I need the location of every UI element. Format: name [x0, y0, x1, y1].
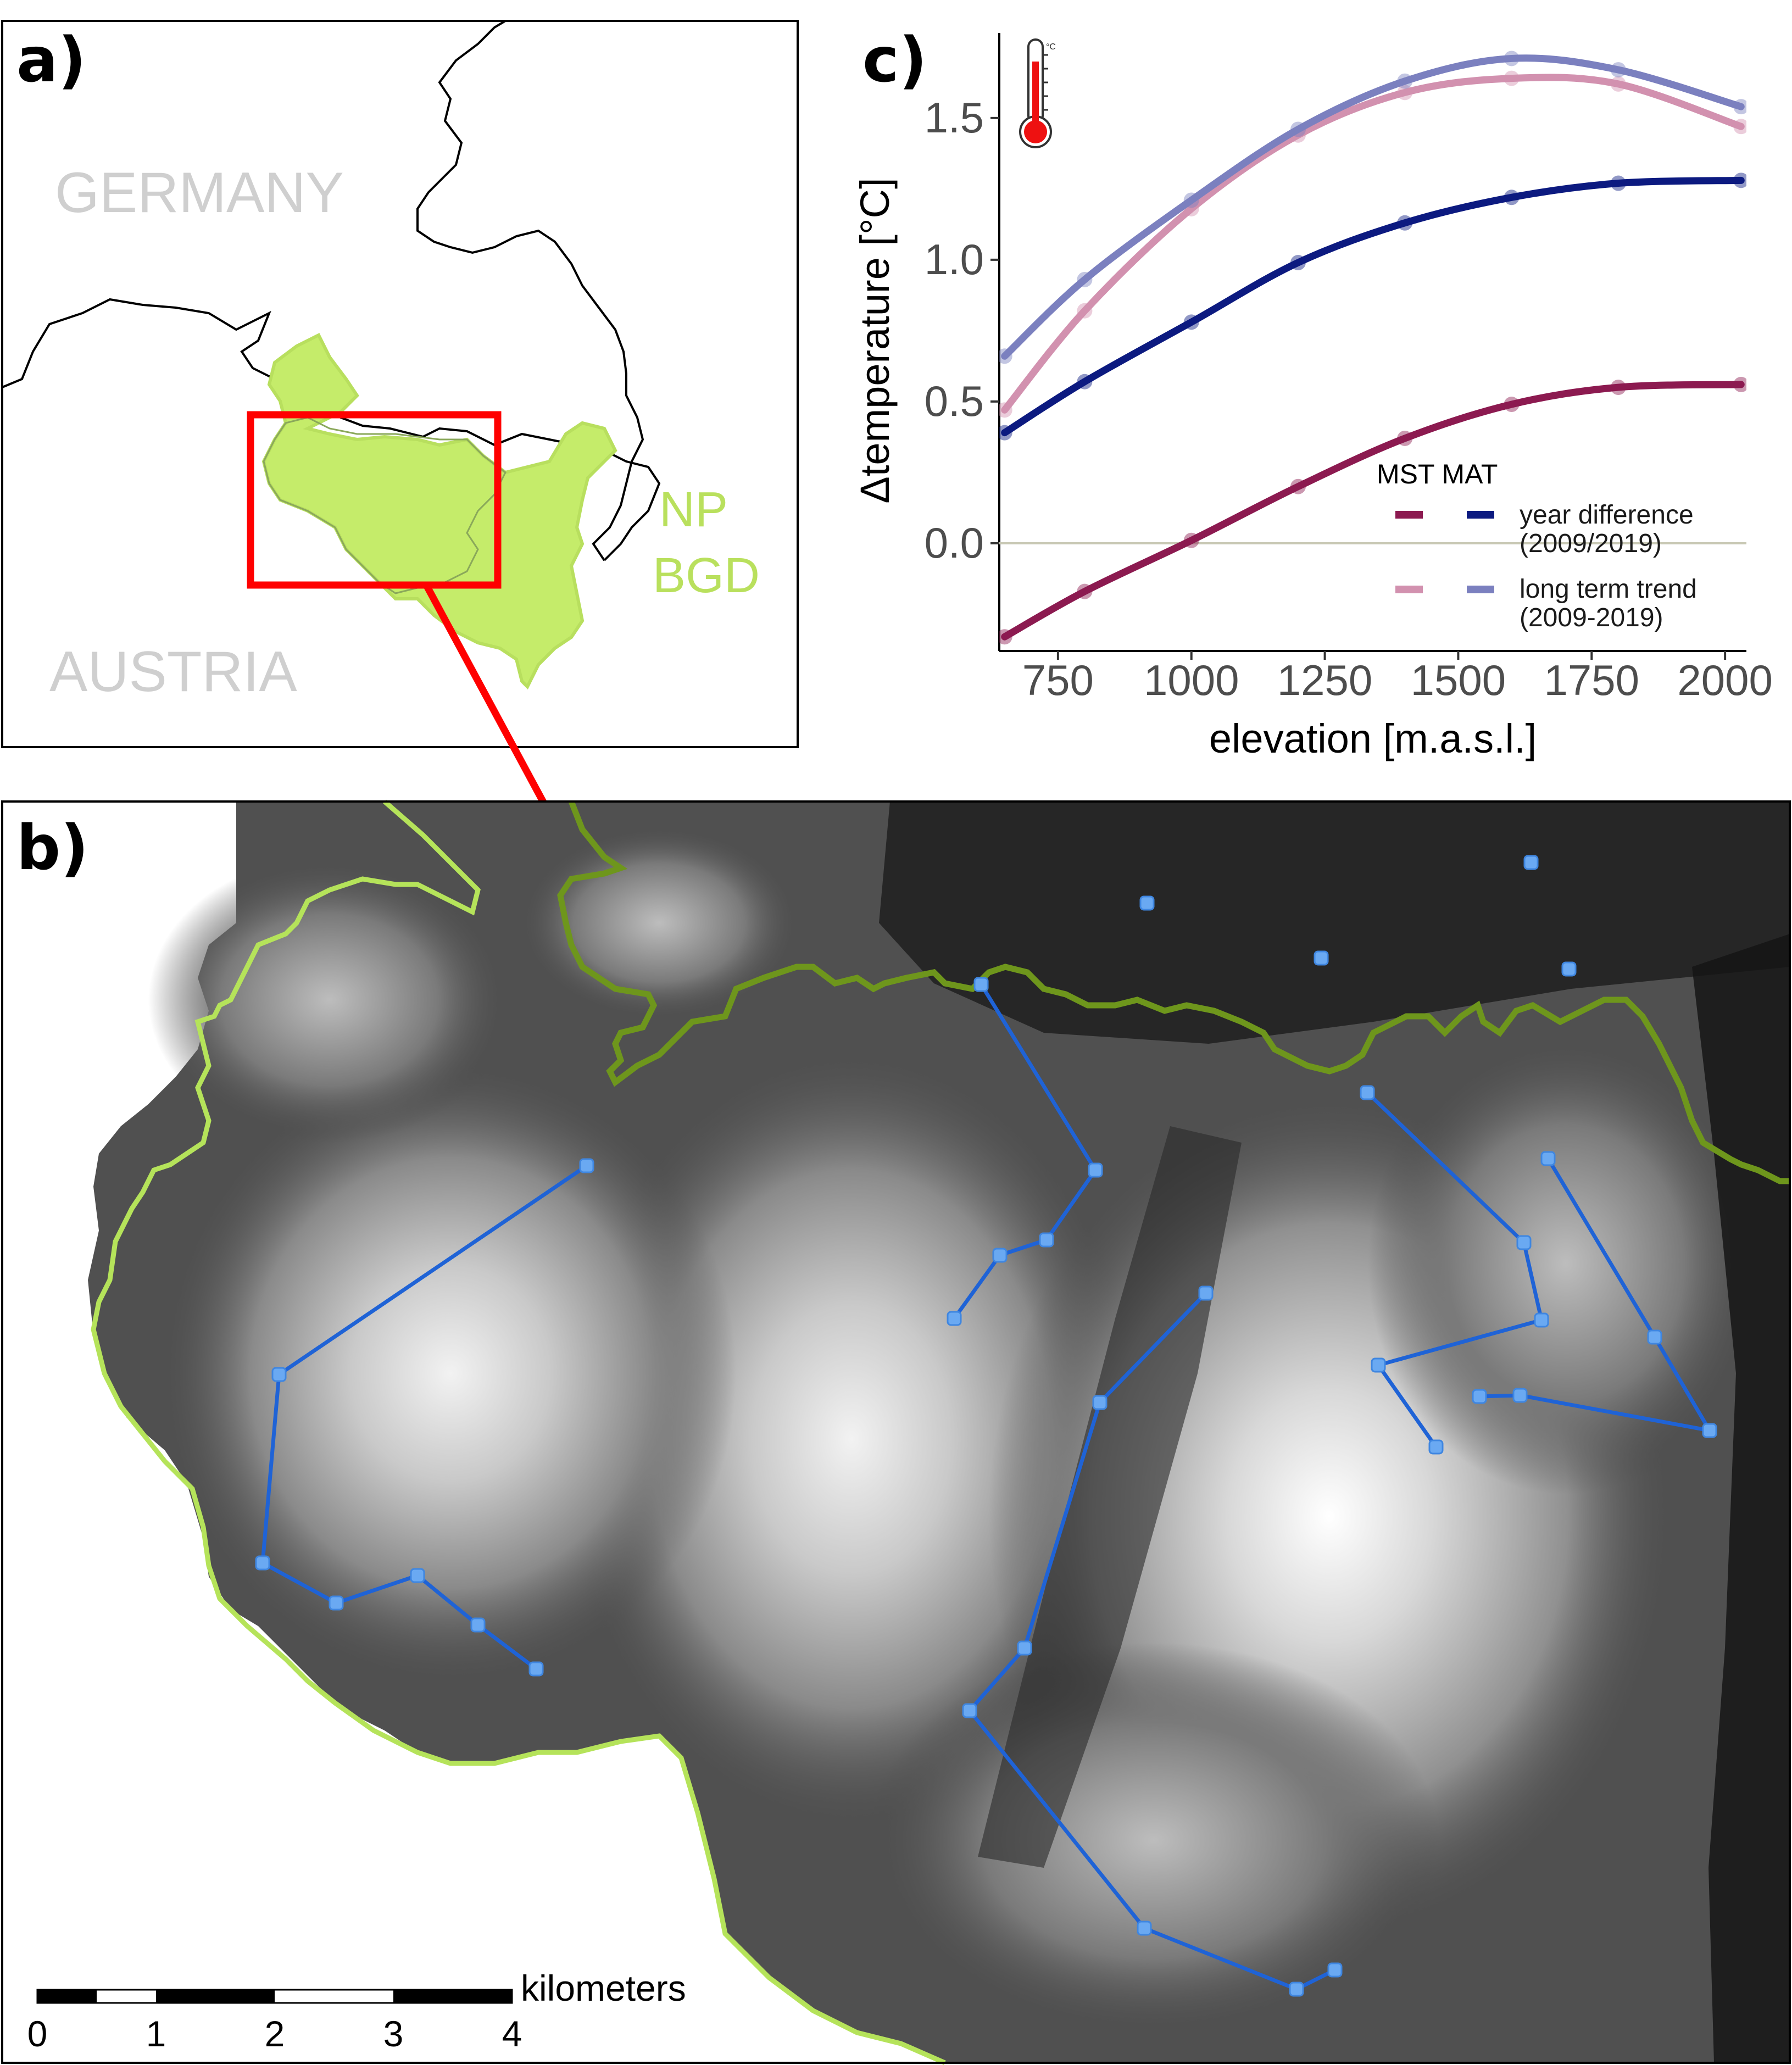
park-outline-dark: [263, 416, 507, 594]
logger-point: [1092, 1395, 1108, 1410]
logger-point: [947, 1311, 962, 1326]
logger-point: [1516, 1235, 1532, 1250]
logger-point: [973, 977, 989, 992]
x-axis-title: elevation [m.a.s.l.]: [1209, 716, 1537, 761]
park-boundary-northeast: [557, 800, 1790, 1184]
scale-bar-unit: kilometers: [521, 1968, 686, 2008]
inset-connector-line: [423, 583, 547, 805]
y-axis-title: Δtemperature [°C]: [852, 177, 898, 503]
panel-a-map: a) GERMANY AUSTRIA NP BGD: [1, 20, 799, 805]
panel-c-label: c): [862, 25, 927, 96]
series-line-mat_year: [1001, 176, 1745, 437]
thermometer-unit: °C: [1046, 42, 1056, 52]
x-tick-label: 1750: [1544, 656, 1640, 704]
y-axis-ticks: 0.0 0.5 1.0 1.5: [925, 93, 999, 567]
country-label-germany: GERMANY: [55, 161, 344, 225]
series-line-mst_trend: [1001, 74, 1745, 414]
logger-point: [1523, 855, 1539, 870]
logger-point: [329, 1595, 344, 1611]
y-tick-label: 0.5: [925, 377, 984, 425]
logger-point: [528, 1661, 544, 1677]
plot-axes: [998, 33, 1746, 652]
thermometer-icon: °C: [1019, 38, 1056, 148]
scale-tick-label: 0: [27, 2013, 48, 2054]
y-tick-label: 1.5: [925, 93, 984, 142]
y-tick-label: 1.0: [925, 235, 984, 283]
central-valley: [978, 1126, 1242, 1868]
x-tick-label: 750: [1022, 656, 1094, 704]
series-line-mat_trend: [1001, 54, 1745, 360]
legend: MST MAT year difference (2009/2019) long…: [1377, 459, 1697, 632]
scale-tick-label: 1: [146, 2013, 166, 2054]
legend-label: (2009/2019): [1520, 529, 1662, 558]
logger-point: [1540, 1151, 1556, 1166]
panel-a-label: a): [16, 25, 86, 96]
park-boundary-north: [91, 799, 946, 2065]
logger-point: [1137, 1921, 1152, 1936]
logger-point: [1017, 1640, 1032, 1656]
logger-point: [1289, 1981, 1304, 1997]
logger-point: [1198, 1285, 1214, 1301]
logger-point: [579, 1158, 594, 1173]
logger-point: [1472, 1389, 1487, 1404]
logger-point: [1371, 1357, 1386, 1373]
logger-point: [1314, 950, 1329, 966]
logger-point: [1327, 1962, 1343, 1978]
logger-point: [271, 1367, 287, 1382]
germany-east-border: [416, 20, 644, 561]
series-line-mst_year: [1001, 381, 1745, 641]
panel-b-map: b) kilometers 0 1 2 3 4: [1, 799, 1791, 2065]
elevation-relief: [2, 801, 1790, 2063]
logger-point: [1647, 1329, 1662, 1345]
logger-point: [1139, 895, 1155, 911]
logger-point: [1428, 1439, 1444, 1455]
x-tick-label: 1000: [1144, 656, 1239, 704]
park-label-bgd: BGD: [653, 548, 760, 603]
legend-label: (2009-2019): [1520, 603, 1663, 632]
logger-point: [962, 1703, 977, 1718]
logger-point: [1088, 1162, 1103, 1178]
x-tick-label: 2000: [1677, 656, 1773, 704]
logger-point: [1702, 1423, 1717, 1438]
northern-valley: [879, 801, 1790, 1044]
scale-tick-label: 3: [383, 2013, 404, 2054]
eastern-valley: [1692, 934, 1790, 2063]
logger-point: [1039, 1232, 1054, 1248]
park-label-np: NP: [659, 482, 728, 537]
logger-points: [255, 855, 1717, 1997]
legend-title: MST MAT: [1377, 459, 1498, 489]
inset-extent-box: [247, 411, 502, 589]
logger-point: [470, 1617, 486, 1633]
series-layer: [999, 51, 1746, 645]
country-label-austria: AUSTRIA: [49, 640, 297, 704]
x-tick-label: 1250: [1277, 656, 1373, 704]
scale-bar: kilometers 0 1 2 3 4: [27, 1968, 686, 2054]
x-axis-ticks: 750 1000 1250 1500 1750 2000: [1022, 651, 1773, 704]
x-tick-label: 1500: [1411, 656, 1506, 704]
panel-b-frame: [1, 800, 1791, 2064]
logger-point: [1534, 1312, 1549, 1328]
panel-a-frame: [1, 20, 799, 748]
logger-point: [1561, 961, 1577, 977]
logger-point: [992, 1248, 1008, 1263]
y-tick-label: 0.0: [925, 519, 984, 567]
panel-c-chart: c) °C 750 1000 1250 1500 1750 2000 0.0 0.5 1.0 1…: [852, 25, 1773, 761]
logger-point: [410, 1568, 425, 1583]
logger-point: [1360, 1085, 1375, 1100]
logger-point: [1512, 1388, 1528, 1403]
panel-b-label: b): [16, 812, 88, 884]
scale-tick-label: 2: [265, 2013, 285, 2054]
legend-label: year difference: [1520, 500, 1694, 530]
legend-label: long term trend: [1520, 575, 1697, 604]
scale-tick-label: 4: [502, 2013, 522, 2054]
logger-point: [255, 1555, 270, 1571]
